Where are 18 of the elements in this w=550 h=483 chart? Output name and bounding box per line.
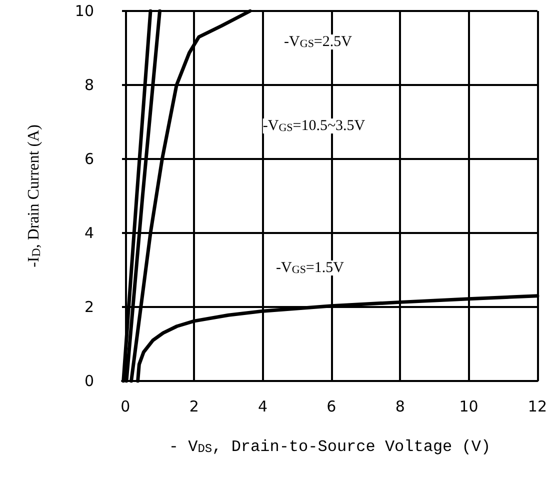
annotation: -VGS=2.5V: [284, 34, 352, 50]
x-tick-label: 10: [459, 398, 478, 416]
y-tick-label: 0: [84, 372, 94, 390]
y-tick-label: 8: [84, 76, 94, 94]
x-tick-label: 8: [395, 398, 405, 416]
x-tick-label: 4: [258, 398, 268, 416]
x-axis-title: - VDS, Drain-to-Source Voltage (V): [168, 438, 491, 456]
y-tick-label: 2: [84, 298, 94, 316]
x-tick-label: 12: [528, 398, 548, 416]
x-tick-label: 6: [326, 398, 336, 416]
annotation: -VGS=10.5~3.5V: [262, 118, 366, 134]
x-tick-label: 0: [120, 398, 130, 416]
annotation: -VGS=1.5V: [276, 260, 344, 276]
y-tick-label: 6: [84, 150, 94, 168]
y-tick-label: 10: [74, 2, 94, 20]
y-axis-title: -ID, Drain Current (A): [26, 124, 43, 268]
x-tick-label: 2: [189, 398, 199, 416]
y-tick-label: 4: [84, 224, 94, 242]
